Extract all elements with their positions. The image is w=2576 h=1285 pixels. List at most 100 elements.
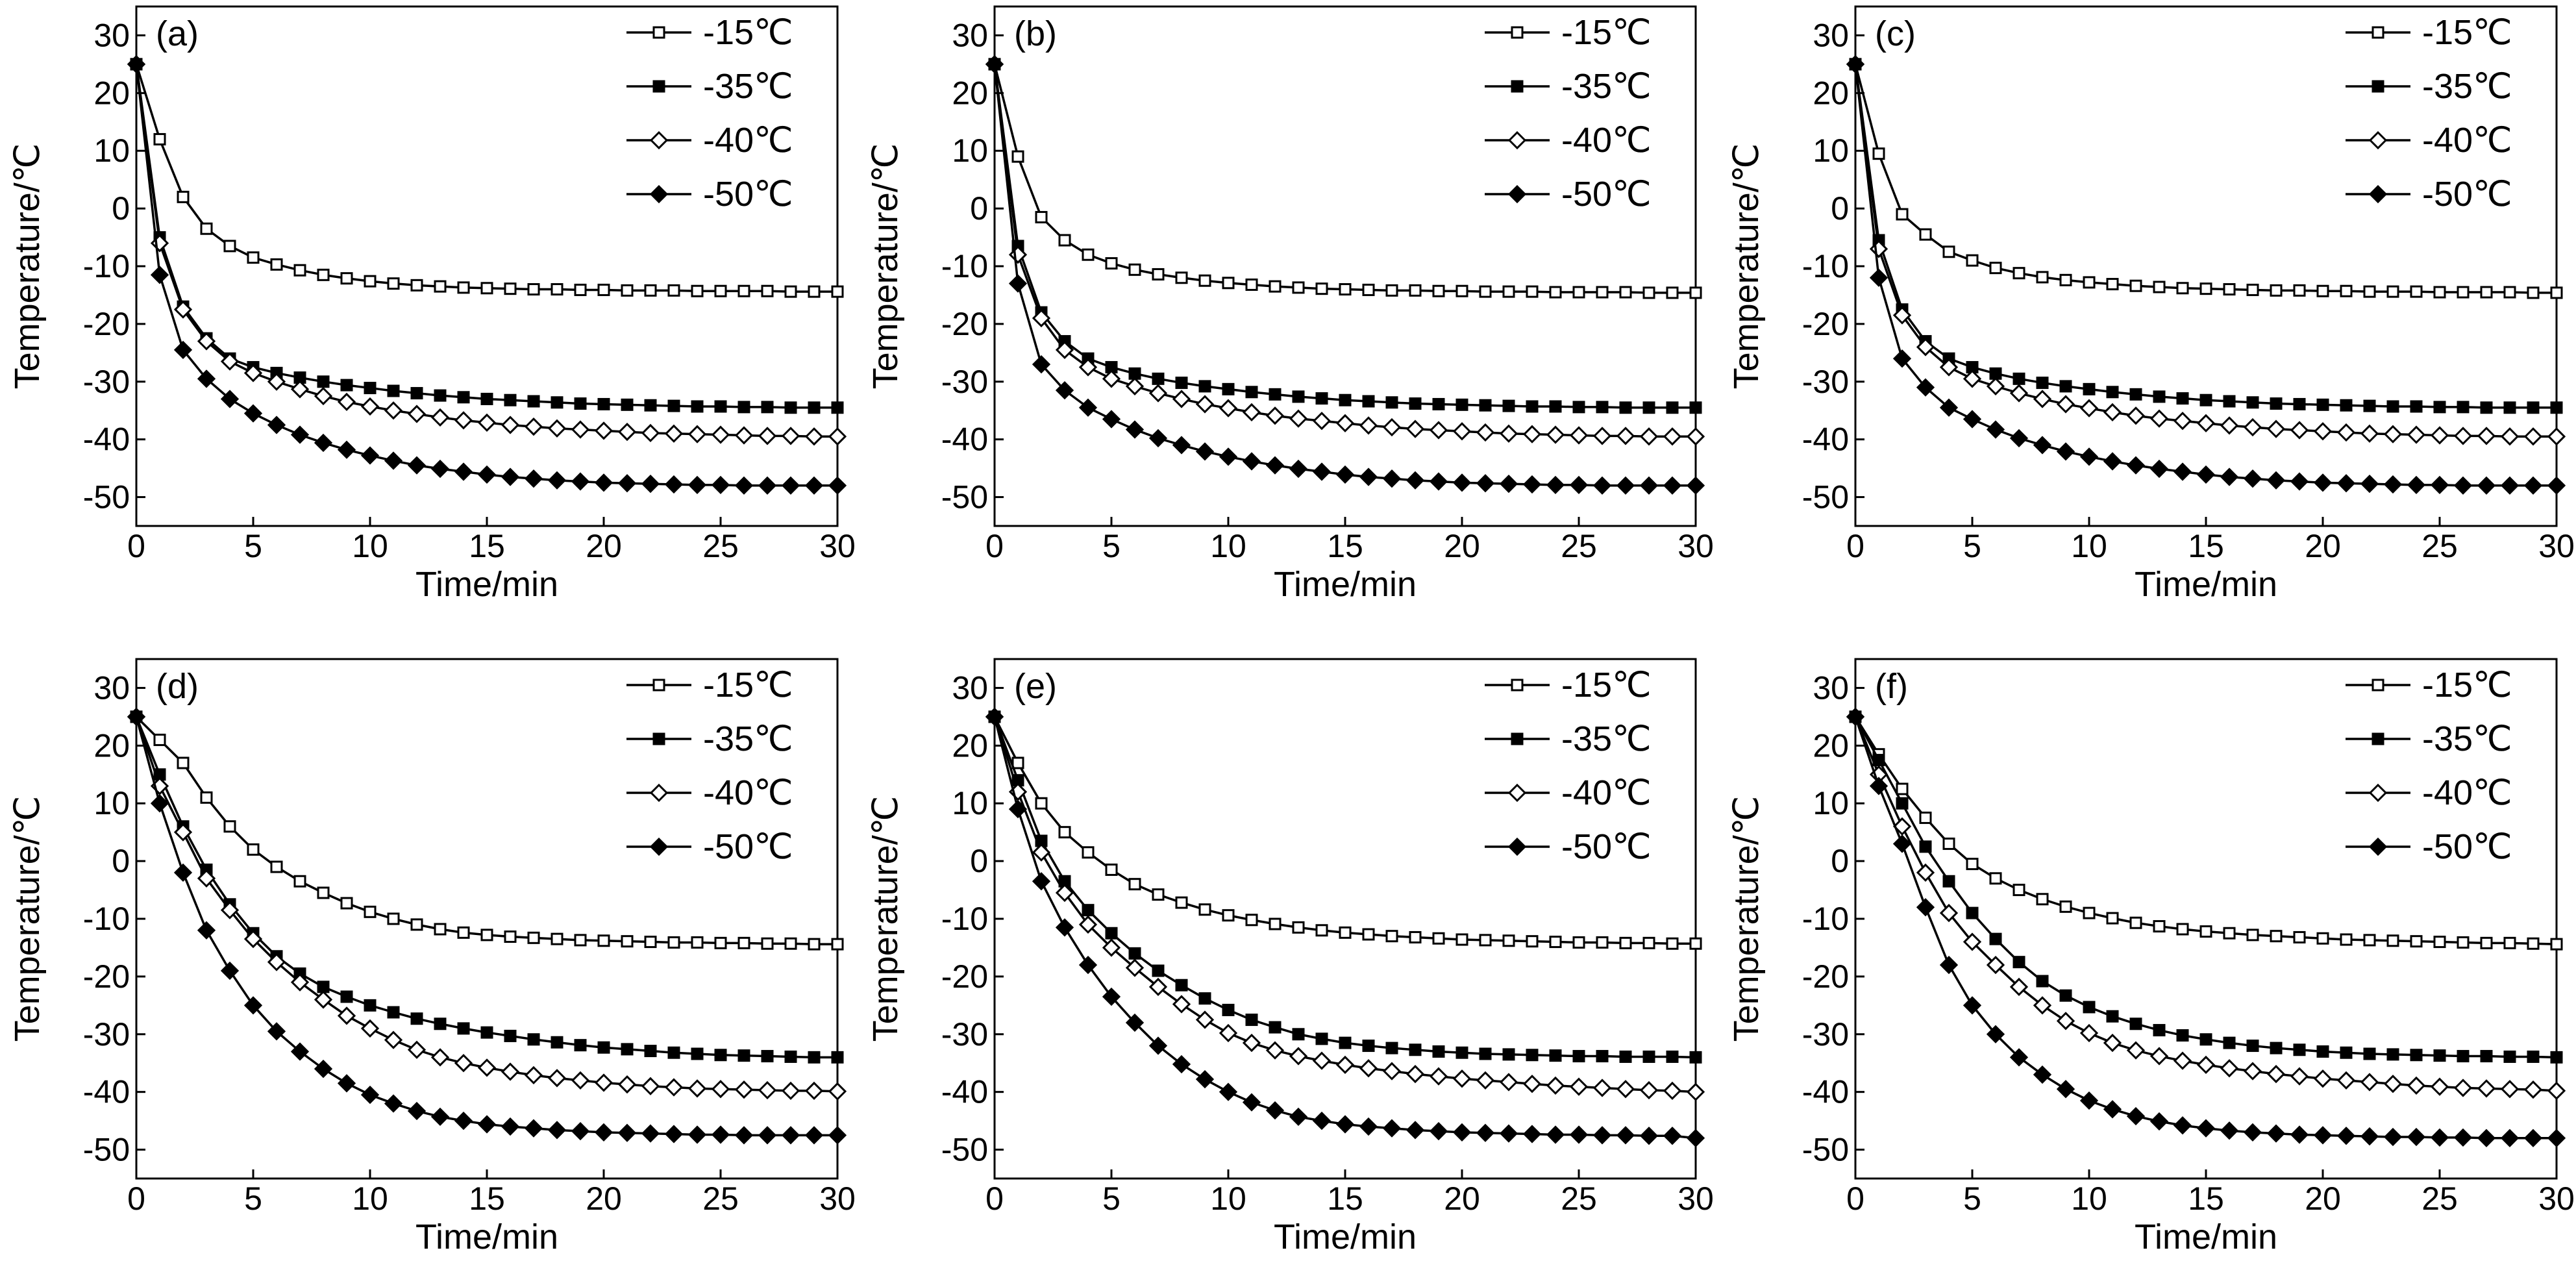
data-point <box>1292 390 1305 403</box>
data-point <box>387 277 400 290</box>
x-tick-label: 10 <box>1210 1180 1246 1217</box>
data-point <box>340 379 353 392</box>
y-tick-label: 30 <box>1813 669 1849 706</box>
series-line <box>135 64 837 409</box>
y-tick-label: -40 <box>1802 1074 1849 1110</box>
y-tick-label: -50 <box>1802 1132 1849 1168</box>
data-point <box>1102 369 1121 388</box>
data-point <box>2500 476 2520 495</box>
y-tick-label: -40 <box>83 421 130 458</box>
data-point <box>407 456 427 475</box>
y-tick-label: -30 <box>941 364 988 400</box>
data-point <box>1989 872 2002 885</box>
data-point <box>2176 1029 2189 1042</box>
data-point <box>2266 419 2286 438</box>
data-point <box>1222 909 1235 922</box>
data-point <box>1916 863 1935 882</box>
data-point <box>1008 799 1028 819</box>
data-point <box>2453 1079 2473 1097</box>
data-point <box>1892 349 1912 368</box>
data-point <box>644 399 657 412</box>
data-point <box>1198 274 1211 287</box>
y-tick-label: 20 <box>93 75 130 111</box>
data-point <box>2550 1051 2563 1064</box>
series-0 <box>1849 58 2563 299</box>
data-point <box>314 1059 333 1079</box>
data-point <box>784 937 797 950</box>
data-point <box>1916 898 1935 917</box>
data-point <box>621 284 634 297</box>
data-point <box>2503 401 2516 414</box>
data-point <box>1385 1042 1398 1054</box>
x-tick-label: 10 <box>352 528 388 564</box>
legend-marker <box>2372 679 2384 692</box>
data-point <box>1409 397 1422 410</box>
legend-marker <box>1507 184 1527 204</box>
data-point <box>1569 1077 1589 1096</box>
data-point <box>714 400 727 413</box>
data-point <box>2176 392 2189 405</box>
data-point <box>1452 422 1472 441</box>
data-point <box>597 934 610 947</box>
data-point <box>1125 377 1145 396</box>
x-tick-label: 15 <box>2188 1180 2224 1217</box>
series-2 <box>1846 55 2566 446</box>
data-point <box>1572 936 1585 949</box>
data-point <box>384 1094 403 1113</box>
data-point <box>1689 401 1702 414</box>
data-point <box>664 475 684 494</box>
data-point <box>2293 397 2306 410</box>
data-point <box>1546 475 1565 495</box>
data-point <box>1686 427 1705 446</box>
data-point <box>1869 268 1889 287</box>
data-point <box>387 912 400 925</box>
data-point <box>1175 979 1188 992</box>
data-point <box>2126 406 2146 425</box>
y-axis-title: Temperature/℃ <box>1727 143 1766 390</box>
x-tick-label: 20 <box>586 1180 622 1217</box>
y-axis-title: Temperature/℃ <box>1727 796 1766 1042</box>
data-point <box>1476 423 1495 442</box>
y-tick-label: -10 <box>941 901 988 937</box>
data-point <box>1549 1049 1562 1062</box>
data-point <box>737 401 750 414</box>
y-tick-label: -20 <box>83 306 130 342</box>
x-tick-label: 30 <box>819 528 856 564</box>
data-point <box>2012 884 2025 897</box>
data-point <box>2243 418 2262 437</box>
data-point <box>1219 1023 1238 1043</box>
data-point <box>2316 284 2329 297</box>
data-point <box>384 401 403 420</box>
data-point <box>2009 977 2029 997</box>
data-point <box>2313 1126 2333 1145</box>
data-point <box>243 929 263 949</box>
data-point <box>2290 472 2309 491</box>
data-point <box>1686 1129 1705 1147</box>
data-point <box>1986 420 2005 439</box>
data-point <box>1592 1079 1612 1097</box>
data-point <box>1265 456 1285 475</box>
data-point <box>784 401 797 414</box>
data-point <box>1078 915 1098 934</box>
data-point <box>2009 429 2029 448</box>
y-tick-label: 0 <box>112 843 130 879</box>
data-point <box>2036 975 2049 988</box>
data-point <box>480 1026 493 1039</box>
data-point <box>2547 476 2566 495</box>
data-point <box>2149 1047 2169 1066</box>
y-tick-label: 30 <box>93 17 130 53</box>
data-point <box>2220 1121 2239 1140</box>
data-point <box>2500 427 2520 446</box>
data-point <box>831 401 844 414</box>
x-tick-label: 10 <box>352 1180 388 1217</box>
data-point <box>761 937 774 950</box>
data-point <box>1896 782 1909 795</box>
data-point <box>1339 283 1352 296</box>
data-point <box>1869 777 1889 795</box>
data-point <box>1172 1054 1191 1074</box>
data-point <box>1008 274 1028 293</box>
data-point <box>2547 427 2566 446</box>
data-point <box>457 926 470 939</box>
legend-entry-1: -35℃ <box>2346 67 2512 106</box>
y-tick-label: 20 <box>1813 75 1849 111</box>
